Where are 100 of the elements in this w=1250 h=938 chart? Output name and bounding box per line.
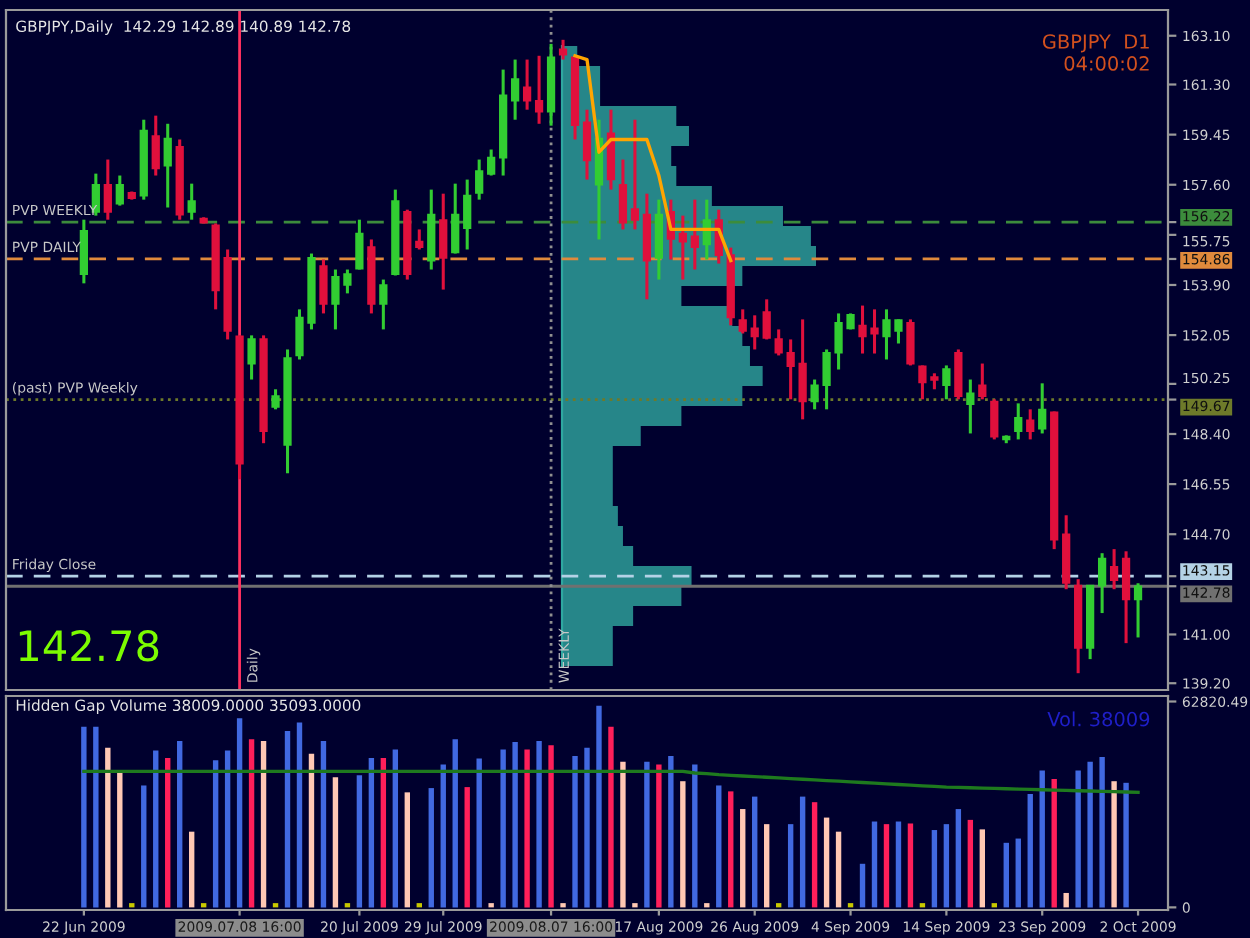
candlestick [247,333,256,382]
bar [440,764,446,908]
bar [548,745,554,908]
bar [1063,892,1069,908]
candlestick [1121,549,1131,645]
candlestick [1038,381,1047,435]
bar [464,787,470,908]
candlestick [1109,547,1119,591]
bar [943,824,950,908]
bar [584,747,590,908]
candlestick [786,337,795,401]
bar [811,802,818,908]
bar [823,817,830,908]
bar [476,758,482,908]
candlestick [966,378,975,435]
bar [728,791,734,908]
bar [380,757,387,908]
candlestick [151,114,160,178]
candlestick [79,218,88,285]
candlestick [475,158,484,202]
bar [236,718,243,908]
candlestick [439,192,448,292]
bar [524,749,530,908]
bar [153,750,159,908]
bar [500,749,506,908]
candlestick [678,214,687,282]
candlestick [738,307,747,335]
candlestick [379,278,388,331]
bar [81,726,87,908]
candlestick [510,58,520,122]
bar [1087,761,1093,908]
bar [1015,838,1021,908]
bar [1039,770,1045,908]
bar [835,831,842,908]
bar [1123,782,1129,908]
annotation: 142.78 [19,630,159,662]
bar [105,747,111,908]
bar [356,775,363,908]
bar [392,749,399,908]
candlestick [163,122,172,210]
bar [224,750,231,908]
bar [979,829,986,908]
annotation: 04:00:02 [1064,56,1149,71]
bar [512,741,518,908]
candlestick [187,182,196,222]
bar [955,809,962,908]
candlestick [762,297,771,341]
candlestick [451,182,460,256]
candlestick [115,174,124,208]
candlestick [750,313,759,351]
bar [895,821,902,908]
bar [692,764,698,908]
bar [332,777,339,908]
candlestick [630,118,640,231]
candlestick [487,147,496,178]
bar [320,740,327,908]
bar [656,764,662,908]
bar [452,739,458,908]
candlestick [534,54,544,126]
bar [740,809,746,908]
bar [212,760,219,908]
bar [907,823,914,908]
candlestick [319,257,328,315]
bar [404,792,410,908]
bar [1075,770,1081,908]
bar [967,819,974,908]
bar [799,796,806,908]
bar [248,739,255,908]
candlestick [582,108,592,182]
bar [165,757,171,908]
candlestick [427,188,436,272]
line-series [82,769,1140,795]
candlestick [1014,401,1023,441]
candlestick [1097,551,1107,615]
bar [572,755,578,908]
candlestick [355,218,364,272]
bar [177,740,183,908]
candlestick [415,227,424,252]
candlestick [1026,407,1035,441]
bar [644,761,650,908]
candlestick [954,347,963,401]
bar [680,781,686,908]
bar [93,726,99,908]
candlestick [463,178,472,252]
candlestick [654,198,664,282]
candlestick [906,317,915,367]
bar [787,824,794,908]
bar [1003,842,1009,908]
candlestick [774,327,783,357]
bar [620,761,626,908]
candlestick [522,58,532,112]
bar [260,740,267,908]
bar [428,788,434,908]
bar [141,785,147,908]
bar [716,785,722,908]
candlestick [690,198,699,272]
candlestick [798,317,807,421]
bar [871,821,878,908]
bar [368,757,375,908]
bar [859,863,866,908]
